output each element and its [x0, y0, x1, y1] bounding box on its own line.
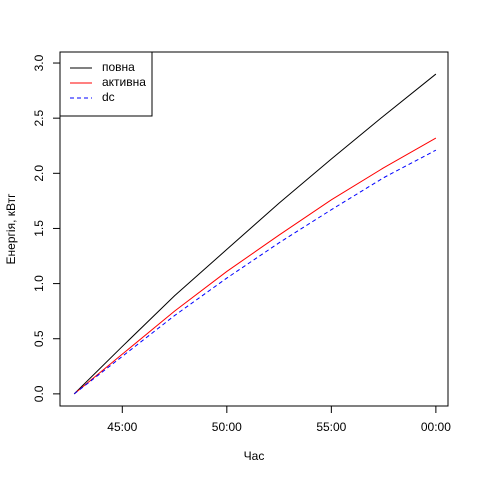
legend-label: dc [102, 90, 115, 104]
legend-label: повна [102, 60, 135, 74]
y-tick-label: 0.0 [32, 385, 46, 402]
y-tick-label: 0.5 [32, 330, 46, 347]
x-tick-label: 55:00 [316, 420, 346, 434]
x-axis-label: Час [244, 449, 265, 463]
series-line [73, 137, 437, 395]
x-tick-label: 45:00 [107, 420, 137, 434]
y-tick-label: 2.0 [32, 165, 46, 182]
y-tick-label: 1.5 [32, 220, 46, 237]
series-line [73, 73, 437, 395]
x-tick-label: 50:00 [212, 420, 242, 434]
legend-box [59, 51, 153, 117]
legend-label: активна [102, 75, 146, 89]
y-tick-label: 2.5 [32, 110, 46, 127]
y-tick-label: 3.0 [32, 54, 46, 71]
y-axis-label: Енергія, кВтг [4, 193, 18, 265]
x-tick-label: 00:00 [421, 420, 451, 434]
y-tick-label: 1.0 [32, 275, 46, 292]
series-line [73, 149, 437, 395]
